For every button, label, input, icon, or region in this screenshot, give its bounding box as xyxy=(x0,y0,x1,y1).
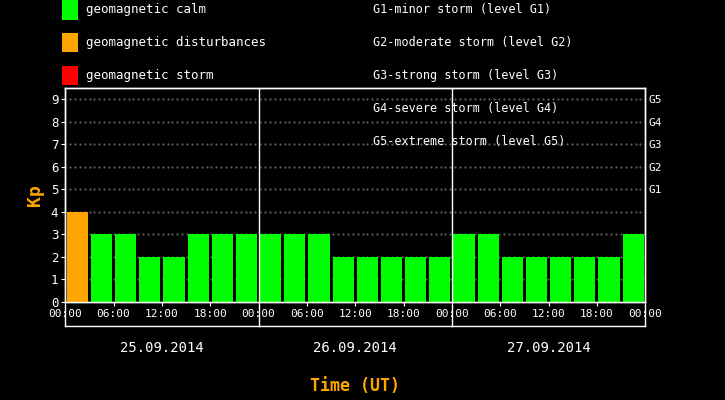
Text: G4-severe storm (level G4): G4-severe storm (level G4) xyxy=(373,102,559,115)
Bar xyxy=(212,234,233,302)
Text: G1-minor storm (level G1): G1-minor storm (level G1) xyxy=(373,4,552,16)
Bar xyxy=(357,257,378,302)
Bar xyxy=(526,257,547,302)
Bar xyxy=(478,234,499,302)
Bar xyxy=(453,234,475,302)
Bar xyxy=(91,234,112,302)
Bar xyxy=(139,257,160,302)
Text: 27.09.2014: 27.09.2014 xyxy=(507,341,590,355)
Text: geomagnetic calm: geomagnetic calm xyxy=(86,4,206,16)
Bar xyxy=(284,234,305,302)
Bar xyxy=(550,257,571,302)
Bar xyxy=(236,234,257,302)
Text: G3-strong storm (level G3): G3-strong storm (level G3) xyxy=(373,69,559,82)
Bar xyxy=(574,257,595,302)
Text: Time (UT): Time (UT) xyxy=(310,377,400,395)
Bar xyxy=(598,257,620,302)
Bar xyxy=(623,234,644,302)
Bar xyxy=(333,257,354,302)
Bar xyxy=(381,257,402,302)
Text: G5-extreme storm (level G5): G5-extreme storm (level G5) xyxy=(373,135,566,148)
Text: geomagnetic disturbances: geomagnetic disturbances xyxy=(86,36,265,49)
Bar xyxy=(429,257,450,302)
Text: geomagnetic storm: geomagnetic storm xyxy=(86,69,213,82)
Bar xyxy=(308,234,330,302)
Bar xyxy=(67,212,88,302)
Bar xyxy=(163,257,185,302)
Y-axis label: Kp: Kp xyxy=(26,184,44,206)
Text: G2-moderate storm (level G2): G2-moderate storm (level G2) xyxy=(373,36,573,49)
Bar xyxy=(188,234,209,302)
Text: 26.09.2014: 26.09.2014 xyxy=(313,341,397,355)
Bar xyxy=(405,257,426,302)
Bar xyxy=(115,234,136,302)
Bar xyxy=(260,234,281,302)
Bar xyxy=(502,257,523,302)
Text: 25.09.2014: 25.09.2014 xyxy=(120,341,204,355)
